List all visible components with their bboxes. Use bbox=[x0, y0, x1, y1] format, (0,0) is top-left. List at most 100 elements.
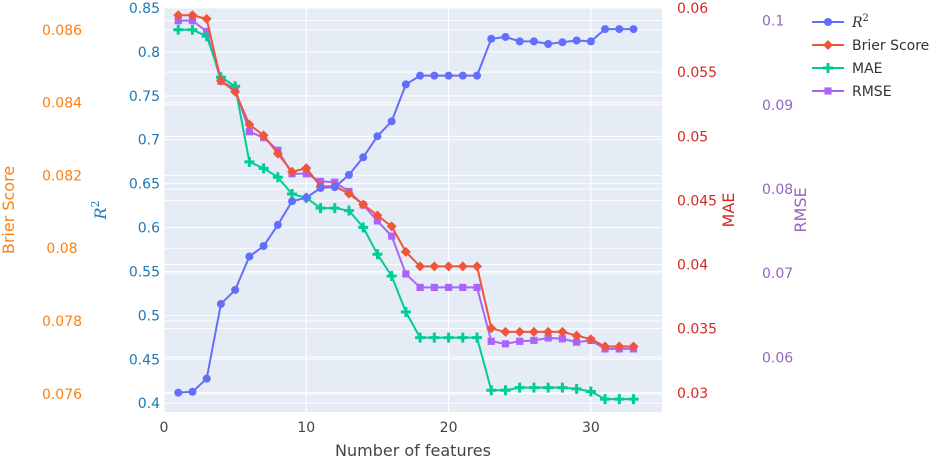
data-point-r2 bbox=[444, 71, 453, 80]
legend-marker-rmse bbox=[824, 87, 832, 95]
data-point-mae bbox=[443, 332, 454, 343]
data-point-r2 bbox=[316, 184, 325, 193]
data-point-r2 bbox=[373, 132, 382, 141]
data-point-brier bbox=[400, 246, 411, 257]
data-point-mae bbox=[429, 332, 440, 343]
data-point-mae bbox=[472, 332, 483, 343]
data-point-brier bbox=[628, 341, 639, 352]
data-point-r2 bbox=[202, 374, 211, 383]
data-point-brier bbox=[215, 75, 226, 86]
data-point-brier bbox=[514, 326, 525, 337]
r2-tick-label: 0.75 bbox=[129, 89, 160, 105]
data-point-rmse bbox=[174, 17, 182, 25]
data-point-brier bbox=[258, 130, 269, 141]
axes-layer: 0 10 20 30 0.4 0.45 0.5 0.55 0.6 0.65 0.7 0.75 0.8 0.… bbox=[0, 1, 810, 436]
data-point-r2 bbox=[231, 285, 240, 294]
data-point-r2 bbox=[288, 197, 297, 206]
data-point-brier bbox=[415, 261, 426, 272]
data-point-brier bbox=[173, 10, 184, 21]
data-point-r2 bbox=[174, 388, 183, 397]
brier-tick-label: 0.08 bbox=[46, 241, 77, 257]
data-point-r2 bbox=[387, 117, 396, 126]
x-tick-label: 20 bbox=[440, 420, 458, 436]
data-point-r2 bbox=[416, 71, 425, 80]
data-point-brier bbox=[571, 330, 582, 341]
data-point-brier bbox=[557, 326, 568, 337]
x-tick-label: 30 bbox=[582, 420, 600, 436]
legend-item-brier[interactable]: Brier Score bbox=[812, 38, 929, 54]
legend-marker-r2 bbox=[824, 18, 832, 26]
data-point-r2 bbox=[188, 387, 197, 396]
data-point-brier bbox=[500, 326, 511, 337]
data-point-brier bbox=[472, 261, 483, 272]
rmse-tick-label: 0.1 bbox=[762, 14, 784, 30]
data-point-mae bbox=[201, 31, 212, 42]
mae-tick-label: 0.055 bbox=[677, 65, 717, 81]
data-point-brier bbox=[343, 188, 354, 199]
data-point-brier bbox=[528, 326, 539, 337]
data-point-rmse bbox=[516, 337, 524, 345]
data-point-mae bbox=[486, 385, 497, 396]
data-point-brier bbox=[187, 10, 198, 21]
rmse-tick-label: 0.08 bbox=[762, 182, 793, 198]
legend-item-r2[interactable]: R2 bbox=[812, 13, 869, 31]
data-point-brier bbox=[600, 341, 611, 352]
data-point-brier bbox=[443, 261, 454, 272]
data-point-rmse bbox=[573, 338, 581, 346]
rmse-tick-label: 0.07 bbox=[762, 266, 793, 282]
data-point-r2 bbox=[216, 299, 225, 308]
rmse-axis-title: RMSE bbox=[791, 187, 810, 232]
data-point-r2 bbox=[330, 183, 339, 192]
data-point-r2 bbox=[302, 193, 311, 202]
legend-marker-brier bbox=[823, 40, 833, 50]
data-point-mae bbox=[415, 332, 426, 343]
data-point-r2 bbox=[245, 252, 254, 261]
brier-axis-title: Brier Score bbox=[0, 166, 18, 254]
data-point-mae bbox=[173, 24, 184, 35]
data-point-mae bbox=[514, 382, 525, 393]
mae-tick-label: 0.05 bbox=[677, 129, 708, 145]
data-point-mae bbox=[600, 394, 611, 405]
legend-item-mae[interactable]: MAE bbox=[812, 61, 883, 77]
x-tick-label: 0 bbox=[160, 420, 169, 436]
r2-tick-label: 0.4 bbox=[138, 396, 160, 412]
rmse-tick-label: 0.09 bbox=[762, 98, 793, 114]
series-layer bbox=[173, 10, 639, 405]
mae-axis-title: MAE bbox=[719, 193, 738, 228]
r2-tick-label: 0.5 bbox=[138, 308, 160, 324]
data-point-mae bbox=[528, 382, 539, 393]
data-point-mae bbox=[287, 188, 298, 199]
data-point-rmse bbox=[444, 283, 453, 292]
data-point-brier bbox=[585, 334, 596, 345]
data-point-mae bbox=[557, 382, 568, 393]
data-point-rmse bbox=[501, 340, 510, 348]
data-point-rmse bbox=[416, 283, 424, 292]
data-point-rmse bbox=[373, 217, 382, 225]
data-point-r2 bbox=[515, 37, 524, 46]
data-point-brier bbox=[358, 199, 369, 210]
grid bbox=[163, 7, 662, 412]
brier-tick-label: 0.086 bbox=[42, 23, 82, 39]
mae-tick-label: 0.03 bbox=[677, 386, 708, 402]
data-point-mae bbox=[244, 156, 255, 167]
data-point-r2 bbox=[544, 40, 553, 49]
data-point-brier bbox=[614, 341, 625, 352]
data-point-mae bbox=[230, 81, 241, 92]
data-point-mae bbox=[272, 172, 283, 183]
data-point-r2 bbox=[359, 153, 368, 162]
data-point-mae bbox=[329, 203, 340, 214]
data-point-r2 bbox=[586, 37, 595, 46]
data-point-mae bbox=[543, 382, 554, 393]
data-point-rmse bbox=[245, 128, 253, 136]
r2-tick-label: 0.7 bbox=[138, 133, 160, 149]
data-point-rmse bbox=[558, 335, 566, 343]
legend-item-rmse[interactable]: RMSE bbox=[812, 84, 892, 100]
r2-tick-label: 0.55 bbox=[129, 264, 160, 280]
data-point-r2 bbox=[487, 34, 496, 43]
data-point-brier bbox=[272, 148, 283, 159]
r2-tick-label: 0.85 bbox=[129, 1, 160, 17]
data-point-brier bbox=[301, 163, 312, 174]
data-point-mae bbox=[358, 222, 369, 233]
r2-tick-label: 0.65 bbox=[129, 177, 160, 193]
